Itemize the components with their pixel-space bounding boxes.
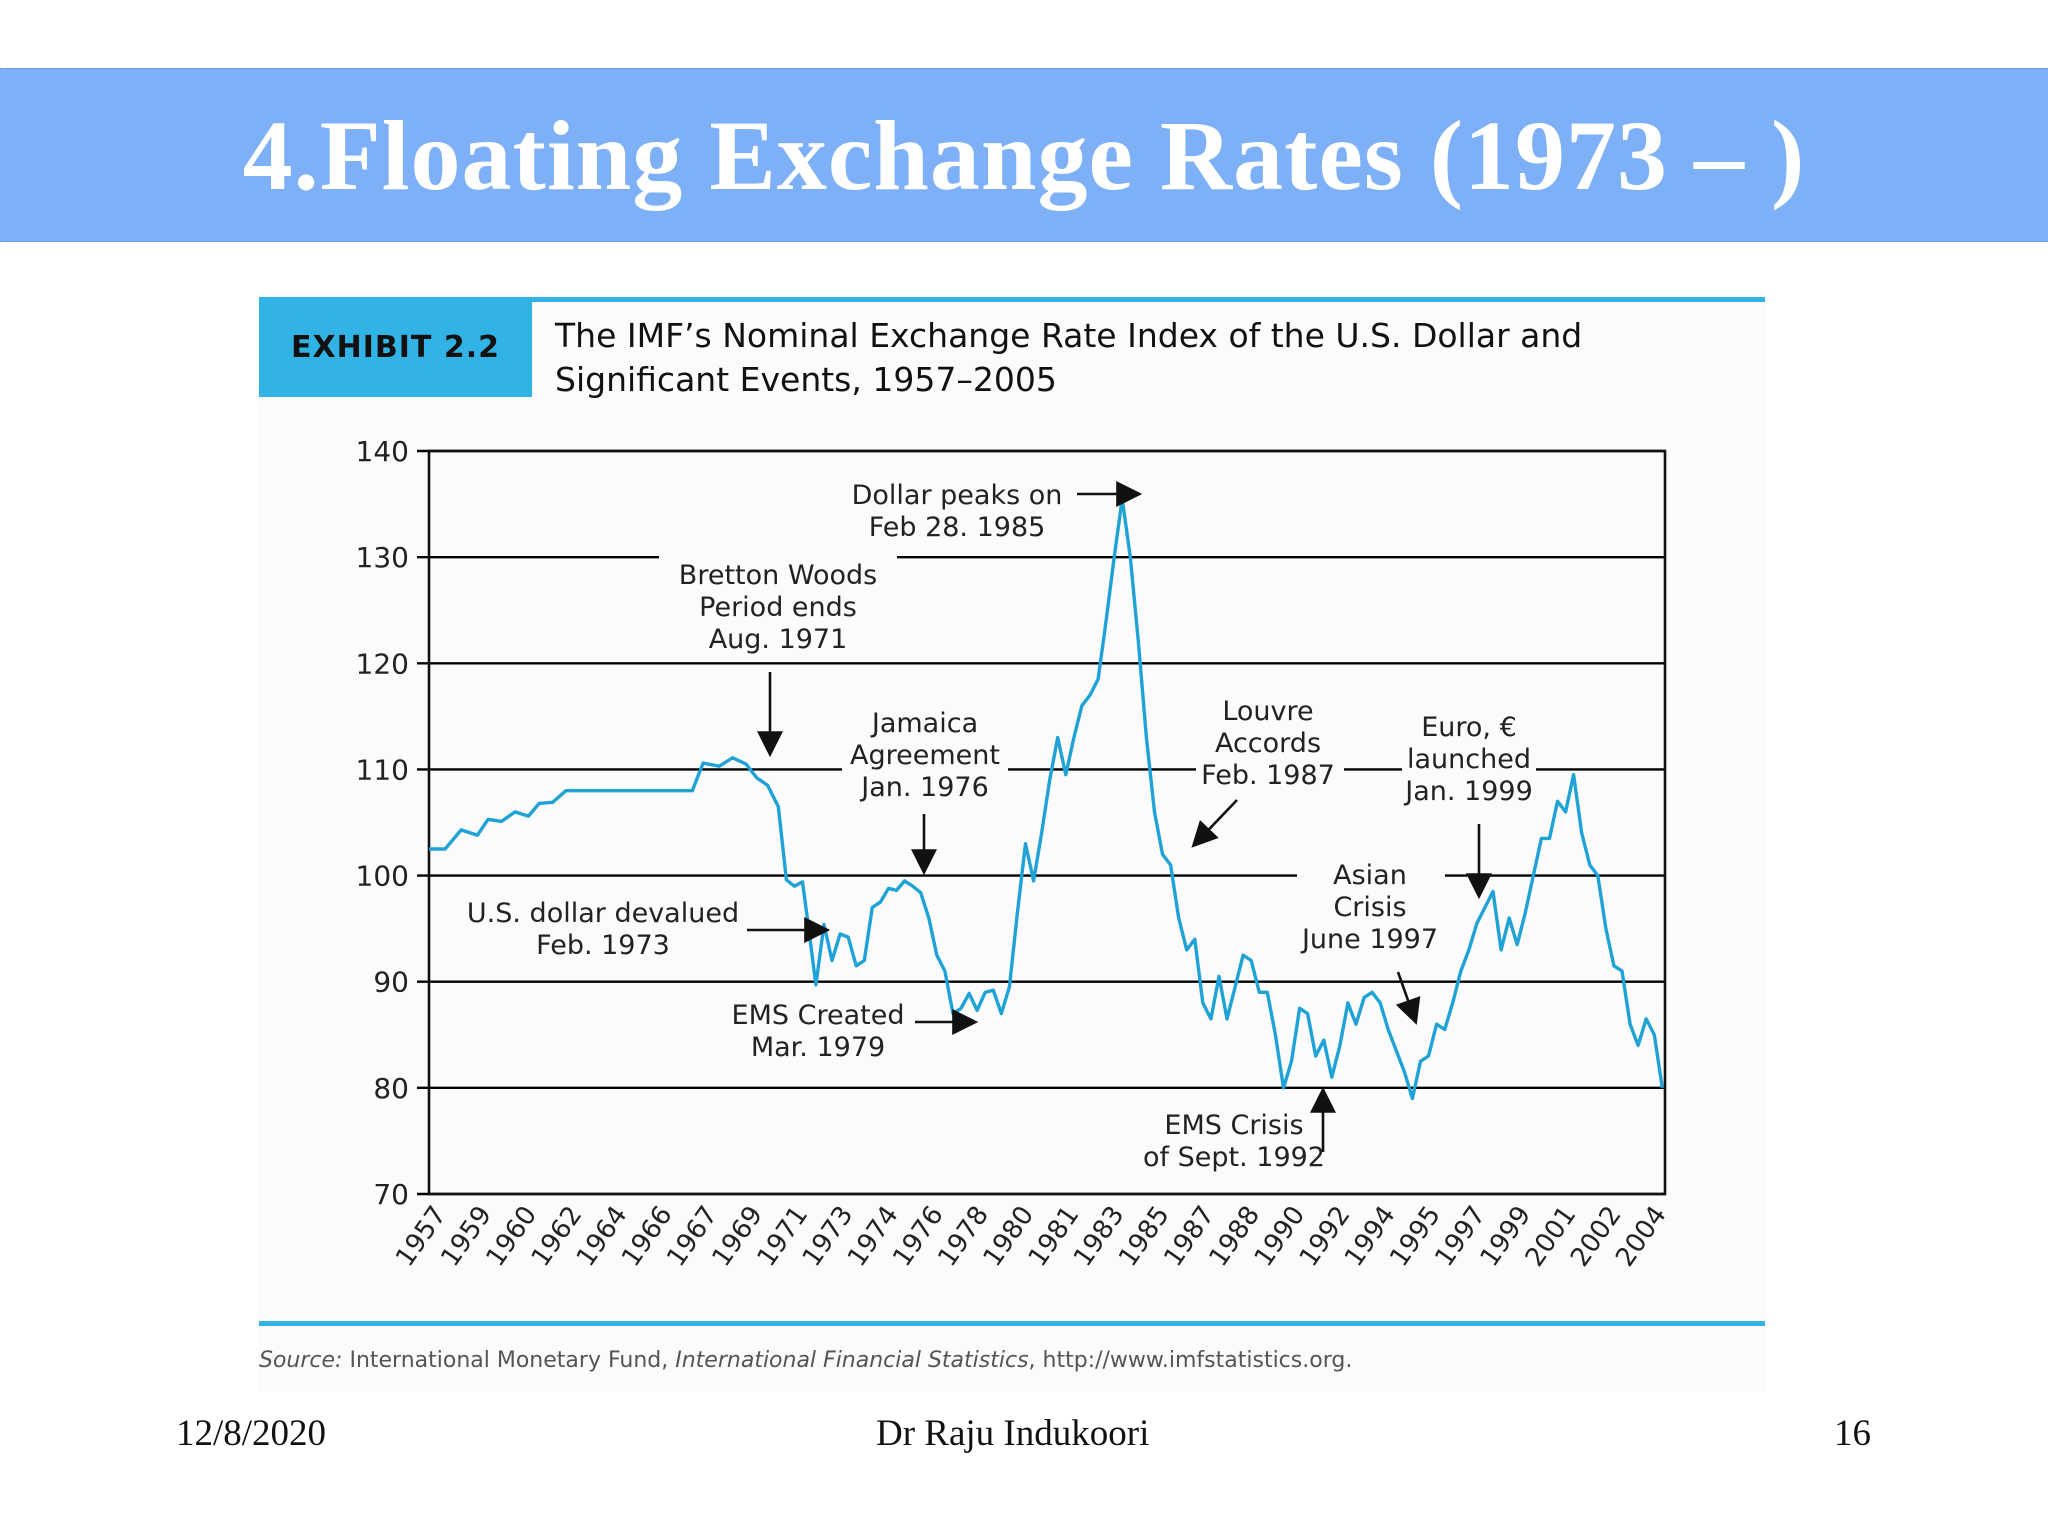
- series-line-0: [429, 497, 1664, 1101]
- annotation-euro-line3: Jan. 1999: [1403, 776, 1533, 807]
- exhibit-figure: EXHIBIT 2.2 The IMF’s Nominal Exchange R…: [259, 292, 1765, 1392]
- annotation-euro-line1: Euro, €: [1421, 712, 1517, 743]
- source-prefix: Source:: [259, 1348, 343, 1373]
- annotation-bg-usd-devalued: [469, 892, 739, 972]
- exhibit-title-line1: The IMF’s Nominal Exchange Rate Index of…: [555, 316, 1583, 355]
- annotation-asian-crisis-line1: Asian: [1333, 860, 1407, 891]
- annotation-ems-crisis-line1: EMS Crisis: [1164, 1110, 1303, 1141]
- footer-date: 12/8/2020: [176, 1413, 327, 1454]
- annotation-bg-euro: [1402, 706, 1536, 816]
- annotation-louvre-line2: Accords: [1215, 728, 1321, 759]
- y-tick-label-80: 80: [373, 1072, 409, 1105]
- annotation-euro-line2: launched: [1407, 744, 1531, 775]
- y-tick-label-140: 140: [356, 435, 409, 468]
- annotation-bg-bretton-woods: [659, 552, 897, 662]
- arrow-louvre: [1191, 799, 1238, 848]
- source-note: Source: International Monetary Fund, Int…: [259, 1348, 1759, 1373]
- x-tick-label-2004: 2004: [1610, 1201, 1673, 1272]
- footer-page-number: 16: [1834, 1413, 1871, 1454]
- exhibit-label-box: EXHIBIT 2.2: [259, 297, 532, 397]
- source-text1: International Monetary Fund,: [342, 1348, 676, 1373]
- annotation-jamaica-line2: Agreement: [850, 740, 1000, 771]
- y-tick-label-110: 110: [356, 753, 409, 786]
- annotation-asian-crisis-line3: June 1997: [1300, 924, 1438, 955]
- plot-frame: [427, 449, 1667, 1196]
- annotation-bg-louvre: [1196, 688, 1344, 800]
- exhibit-title: The IMF’s Nominal Exchange Rate Index of…: [555, 314, 1715, 402]
- annotation-jamaica-line1: Jamaica: [870, 708, 978, 739]
- annotation-ems-created-line1: EMS Created: [732, 1000, 905, 1031]
- exchange-rate-chart: 7080901001101201301401957195919601962196…: [356, 435, 1673, 1272]
- annotation-jamaica-line3: Jan. 1976: [859, 772, 989, 803]
- y-tick-label-70: 70: [373, 1178, 409, 1211]
- source-text2: , http://www.imfstatistics.org.: [1028, 1348, 1353, 1373]
- annotation-bg-asian-crisis: [1297, 855, 1445, 961]
- annotation-usd-devalued-line1: U.S. dollar devalued: [467, 898, 739, 929]
- y-tick-label-90: 90: [373, 966, 409, 999]
- annotation-bretton-woods-line2: Period ends: [699, 592, 857, 623]
- annotation-asian-crisis-line2: Crisis: [1333, 892, 1406, 923]
- annotation-bretton-woods-line1: Bretton Woods: [679, 560, 877, 591]
- exhibit-label: EXHIBIT 2.2: [291, 329, 500, 365]
- exhibit-title-line2: Significant Events, 1957–2005: [555, 360, 1057, 399]
- exhibit-bottom-rule: [259, 1321, 1765, 1326]
- y-tick-label-130: 130: [356, 541, 409, 574]
- annotation-bg-jamaica: [842, 700, 1008, 806]
- footer-author: Dr Raju Indukoori: [876, 1413, 1150, 1454]
- arrow-asian-crisis: [1395, 971, 1421, 1025]
- y-tick-label-120: 120: [356, 647, 409, 680]
- source-publication: International Financial Statistics: [675, 1348, 1029, 1373]
- y-tick-label-100: 100: [356, 860, 409, 893]
- annotation-louvre-line3: Feb. 1987: [1201, 760, 1335, 791]
- annotation-ems-created-line2: Mar. 1979: [751, 1032, 885, 1063]
- annotation-ems-crisis-line2: of Sept. 1992: [1143, 1142, 1325, 1173]
- exhibit-top-rule: [259, 297, 1765, 302]
- annotation-usd-devalued-line2: Feb. 1973: [536, 930, 670, 961]
- annotation-dollar-peak-line1: Dollar peaks on: [852, 480, 1063, 511]
- slide-title: 4.Floating Exchange Rates (1973 – ): [242, 99, 1806, 211]
- annotation-louvre-line1: Louvre: [1222, 696, 1313, 727]
- annotation-bretton-woods-line3: Aug. 1971: [709, 624, 848, 655]
- annotation-dollar-peak-line2: Feb 28. 1985: [869, 512, 1046, 543]
- slide-title-bar: 4.Floating Exchange Rates (1973 – ): [0, 68, 2048, 242]
